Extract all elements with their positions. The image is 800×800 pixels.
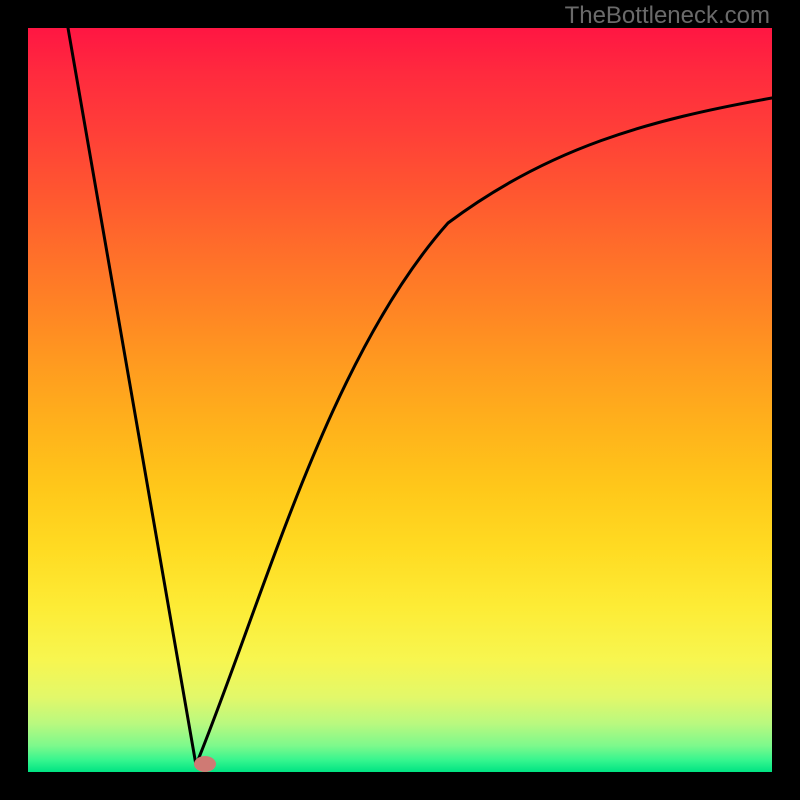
- frame-border-right: [772, 0, 800, 800]
- frame-border-bottom: [0, 772, 800, 800]
- frame-border-left: [0, 0, 28, 800]
- optimal-point-marker: [194, 756, 216, 772]
- bottleneck-curve: [28, 28, 772, 772]
- plot-area: [28, 28, 772, 772]
- watermark-text: TheBottleneck.com: [565, 2, 770, 30]
- chart-frame: TheBottleneck.com: [0, 0, 800, 800]
